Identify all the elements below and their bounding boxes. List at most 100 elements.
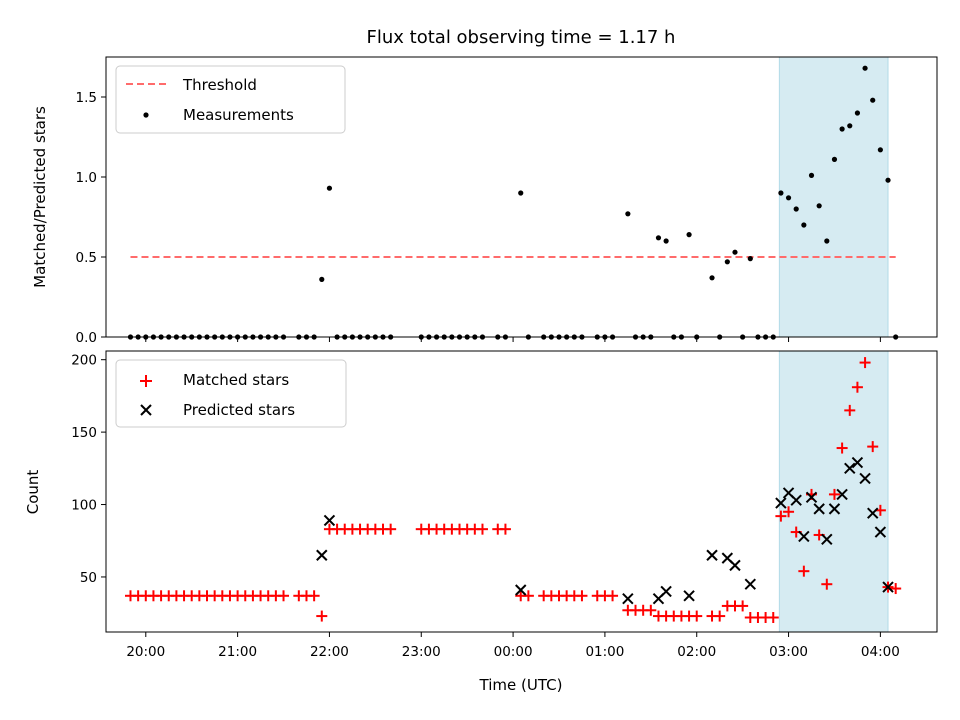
matched-star-point: [890, 583, 902, 595]
x-tick-label: 01:00: [585, 644, 624, 660]
predicted-marker-stroke-b: [622, 592, 634, 605]
predicted-marker-stroke-b: [859, 472, 871, 485]
predicted-star-point: [790, 494, 802, 506]
measurement-point: [839, 126, 845, 132]
measurement-point: [747, 256, 753, 262]
predicted-star-point: [706, 549, 718, 561]
measurement-point: [831, 156, 838, 162]
matched-star-point: [607, 590, 619, 602]
measurement-point: [870, 97, 876, 103]
measurement-point: [877, 147, 883, 153]
measurement-point: [709, 275, 715, 281]
bottom-chart-frame: [105, 350, 938, 633]
measurement-point: [785, 195, 792, 201]
matched-star-point: [522, 590, 534, 602]
predicted-star-point: [660, 585, 672, 598]
top-legend-box: [115, 65, 346, 134]
predicted-star-point: [805, 491, 818, 504]
measurement-point: [854, 110, 861, 116]
matched-star-point: [775, 510, 787, 522]
predicted-marker-stroke-b: [515, 584, 527, 596]
measurement-point: [808, 172, 815, 178]
top-y-tick-label: 1.0: [76, 170, 97, 186]
measurement-point: [847, 123, 853, 129]
matched-star-point: [691, 610, 703, 622]
predicted-star-point: [316, 549, 328, 561]
predicted-legend-marker: [140, 404, 152, 416]
bottom-y-tick-label: 100: [71, 498, 97, 514]
predicted-star-point: [859, 472, 871, 485]
predicted-marker-stroke-b: [805, 491, 818, 504]
threshold-legend-label: Threshold: [182, 76, 257, 94]
predicted-legend-label: Predicted stars: [183, 401, 295, 419]
top-chart-y-ticks: 0.0 0.5 1.0 1.5: [76, 90, 106, 346]
predicted-marker-stroke-b: [660, 585, 672, 598]
measurement-point: [686, 232, 692, 238]
x-tick-label: 02:00: [677, 644, 716, 660]
predicted-marker-stroke-b: [782, 487, 795, 499]
x-tick-label: 03:00: [769, 644, 808, 660]
matched-star-point: [798, 565, 810, 577]
predicted-star-point: [836, 488, 848, 501]
predicted-marker-stroke-b: [844, 462, 856, 475]
predicted-star-point: [323, 514, 336, 527]
measurement-point: [518, 190, 524, 196]
x-tick-label: 04:00: [861, 644, 900, 660]
matched-star-point: [836, 442, 848, 454]
top-y-tick-label: 0.0: [76, 330, 97, 346]
predicted-marker-stroke-b: [821, 533, 833, 546]
bottom-chart-points: [124, 357, 902, 624]
measurement-point: [816, 203, 822, 209]
measurement-point: [625, 211, 631, 217]
predicted-marker-stroke-b: [721, 552, 734, 564]
predicted-marker-stroke-b: [744, 578, 756, 590]
predicted-star-point: [515, 584, 527, 596]
top-y-tick-label: 0.5: [76, 250, 97, 266]
top-chart-frame: [105, 56, 938, 338]
matched-star-point: [499, 523, 511, 535]
bottom-chart: 50 100 150 200 20:00 21:00 22:00 23:00 00:00 01:…: [24, 350, 938, 694]
predicted-star-point: [828, 503, 841, 515]
top-chart-title: Flux total observing time = 1.17 h: [367, 27, 676, 48]
matched-star-point: [828, 488, 840, 500]
measurements-legend-marker: [143, 112, 149, 118]
predicted-marker-stroke-b: [874, 526, 887, 538]
predicted-star-point: [744, 578, 756, 590]
matched-star-point: [308, 590, 320, 602]
matched-star-point: [278, 590, 290, 602]
matched-star-point: [476, 523, 488, 535]
predicted-marker-stroke-b: [775, 497, 787, 509]
bottom-y-tick-label: 50: [80, 570, 97, 586]
predicted-marker-stroke-b: [836, 488, 848, 501]
predicted-star-point: [844, 462, 856, 475]
x-tick-label: 21:00: [218, 644, 257, 660]
x-tick-label: 23:00: [402, 644, 441, 660]
predicted-star-point: [882, 581, 894, 593]
matched-star-point: [767, 612, 779, 624]
bottom-chart-y-ticks: 50 100 150 200: [71, 353, 106, 586]
matched-star-point: [737, 600, 749, 612]
top-y-tick-label: 1.5: [76, 90, 97, 106]
x-tick-label: 22:00: [310, 644, 349, 660]
matched-star-point: [714, 610, 726, 622]
predicted-star-point: [821, 533, 833, 546]
x-tick-label: 00:00: [494, 644, 533, 660]
predicted-marker-stroke-b: [851, 456, 864, 469]
predicted-star-point: [874, 526, 887, 538]
measurement-point: [319, 276, 325, 282]
predicted-marker-stroke-b: [729, 559, 741, 572]
predicted-star-point: [622, 592, 634, 605]
measurement-point: [778, 190, 784, 196]
matched-legend-label: Matched stars: [183, 371, 289, 389]
matched-star-point: [783, 506, 795, 518]
predicted-marker-stroke-b: [867, 507, 879, 519]
bottom-y-tick-label: 150: [71, 425, 97, 441]
predicted-marker-stroke-b: [798, 530, 810, 543]
measurement-point: [801, 222, 807, 228]
matched-star-point: [385, 523, 397, 535]
measurement-point: [732, 249, 738, 255]
matched-star-point: [576, 590, 588, 602]
highlight-span: [778, 56, 889, 338]
measurement-point: [824, 238, 830, 244]
